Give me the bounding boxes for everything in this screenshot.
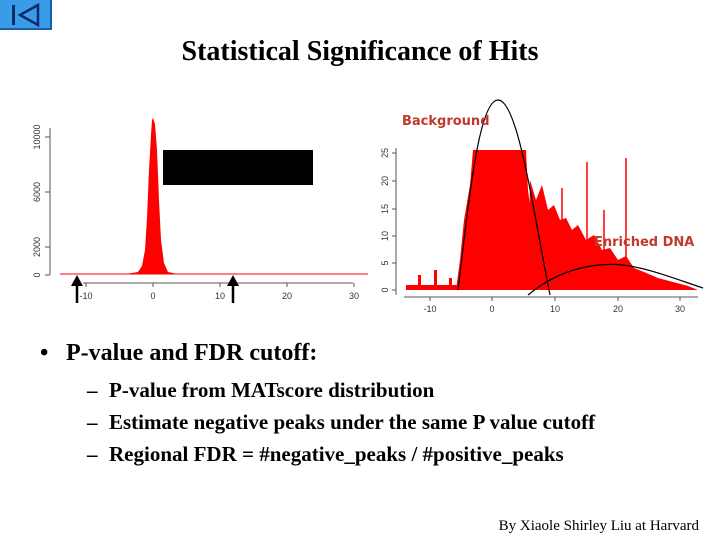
right-histogram: 0 5 10 15 20 25 -10 0 10 20 30 Backgroun… bbox=[368, 90, 708, 320]
bullet-dot: • bbox=[40, 340, 49, 366]
main-bullet: • P-value and FDR cutoff: bbox=[40, 340, 317, 367]
main-peak bbox=[125, 118, 178, 274]
sub-bullet-item: – Regional FDR = #negative_peaks / #posit… bbox=[87, 438, 595, 470]
background-bars bbox=[456, 150, 544, 290]
slide-title: Statistical Significance of Hits bbox=[181, 36, 539, 67]
sub-bullet-text: Regional FDR = #negative_peaks / #positi… bbox=[109, 442, 564, 466]
y-tick-label: 0 bbox=[380, 287, 390, 292]
bullet-dash: – bbox=[87, 378, 98, 402]
x-tick-label: 20 bbox=[282, 291, 292, 301]
x-tick-label: 20 bbox=[613, 304, 623, 314]
bullet-dash: – bbox=[87, 410, 98, 434]
x-tick-label: 30 bbox=[675, 304, 685, 314]
x-tick-label: -10 bbox=[423, 304, 436, 314]
y-tick-label: 10 bbox=[380, 231, 390, 241]
sub-bullet-item: – Estimate negative peaks under the same … bbox=[87, 406, 595, 438]
enriched-dna-label: Enriched DNA bbox=[594, 235, 694, 250]
x-tick-label: 0 bbox=[150, 291, 155, 301]
y-tick-label: 6000 bbox=[32, 182, 42, 202]
y-tick-label: 0 bbox=[32, 272, 42, 277]
x-tick-label: 30 bbox=[349, 291, 359, 301]
y-tick-label: 2000 bbox=[32, 237, 42, 257]
y-tick-label: 10000 bbox=[32, 124, 42, 149]
sub-bullet-text: Estimate negative peaks under the same P… bbox=[109, 410, 596, 434]
background-curve bbox=[457, 99, 551, 296]
y-tick-label: 5 bbox=[380, 260, 390, 265]
x-tick-label: -10 bbox=[79, 291, 92, 301]
cutoff-arrow-right bbox=[227, 275, 239, 303]
y-tick-label: 15 bbox=[380, 204, 390, 214]
sub-bullet-item: – P-value from MATscore distribution bbox=[87, 374, 595, 406]
cutoff-arrow-left bbox=[71, 275, 83, 303]
sub-bullet-list: – P-value from MATscore distribution – Est… bbox=[87, 374, 595, 470]
enriched-tail bbox=[528, 180, 698, 290]
enriched-curve bbox=[527, 263, 704, 296]
redaction-box bbox=[163, 150, 313, 185]
x-tick-label: 10 bbox=[550, 304, 560, 314]
author-credit: By Xiaole Shirley Liu at Harvard bbox=[498, 518, 699, 534]
bullet-dash: – bbox=[87, 442, 98, 466]
skip-back-icon bbox=[12, 3, 40, 27]
y-tick-label: 20 bbox=[380, 176, 390, 186]
nav-first-slide-button[interactable] bbox=[0, 0, 52, 30]
x-tick-label: 10 bbox=[215, 291, 225, 301]
main-bullet-text: P-value and FDR cutoff: bbox=[66, 340, 318, 366]
y-tick-label: 25 bbox=[380, 148, 390, 158]
background-label: Background bbox=[402, 114, 490, 129]
left-histogram: 0 2000 6000 10000 -10 0 10 20 30 bbox=[28, 100, 378, 315]
sub-bullet-text: P-value from MATscore distribution bbox=[109, 378, 435, 402]
x-tick-label: 0 bbox=[489, 304, 494, 314]
